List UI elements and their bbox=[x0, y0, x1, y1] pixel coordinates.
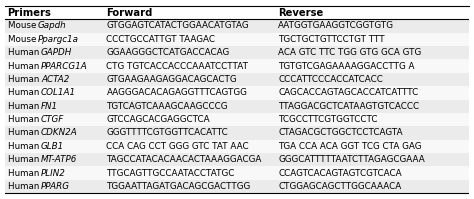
Bar bbox=[5, 73, 469, 86]
Bar bbox=[5, 126, 469, 140]
Text: GGGCATTTTTAATCTTAGAGCGAAA: GGGCATTTTTAATCTTAGAGCGAAA bbox=[278, 155, 425, 164]
Text: Human: Human bbox=[8, 182, 42, 191]
Text: AATGGTGAAGGTCGGTGTG: AATGGTGAAGGTCGGTGTG bbox=[278, 21, 394, 30]
Text: PLIN2: PLIN2 bbox=[41, 169, 66, 178]
Bar bbox=[5, 166, 469, 180]
Text: FN1: FN1 bbox=[41, 102, 58, 111]
Text: CDKN2A: CDKN2A bbox=[41, 128, 78, 138]
Text: Human: Human bbox=[8, 115, 42, 124]
Bar bbox=[5, 153, 469, 166]
Bar bbox=[5, 19, 469, 33]
Bar bbox=[5, 140, 469, 153]
Text: TGGAATTAGATGACAGCGACTTGG: TGGAATTAGATGACAGCGACTTGG bbox=[107, 182, 251, 191]
Text: GGGTTTTCGTGGTTCACATTC: GGGTTTTCGTGGTTCACATTC bbox=[107, 128, 228, 138]
Text: Gapdh: Gapdh bbox=[38, 21, 67, 30]
Text: PPARG: PPARG bbox=[41, 182, 70, 191]
Text: MT-ATP6: MT-ATP6 bbox=[41, 155, 77, 164]
Text: Human: Human bbox=[8, 75, 42, 84]
Text: PPARCG1A: PPARCG1A bbox=[41, 61, 88, 71]
Text: GTGGAGTCATACTGGAACATGTAG: GTGGAGTCATACTGGAACATGTAG bbox=[107, 21, 249, 30]
Text: CCAGTCACAGTAGTCGTCACA: CCAGTCACAGTAGTCGTCACA bbox=[278, 169, 402, 178]
Bar bbox=[5, 6, 469, 19]
Text: CTG TGTCACCACCCAAATCCTTAT: CTG TGTCACCACCCAAATCCTTAT bbox=[107, 61, 248, 71]
Text: CTGGAGCAGCTTGGCAAACA: CTGGAGCAGCTTGGCAAACA bbox=[278, 182, 401, 191]
Text: Human: Human bbox=[8, 102, 42, 111]
Text: TGTGTCGAGAAAAGGACCTTG A: TGTGTCGAGAAAAGGACCTTG A bbox=[278, 61, 415, 71]
Bar bbox=[5, 113, 469, 126]
Bar bbox=[5, 59, 469, 73]
Text: CTAGACGCTGGCTCCTCAGTA: CTAGACGCTGGCTCCTCAGTA bbox=[278, 128, 403, 138]
Text: Human: Human bbox=[8, 155, 42, 164]
Text: TTAGGACGCTCATAAGTGTCACCC: TTAGGACGCTCATAAGTGTCACCC bbox=[278, 102, 419, 111]
Bar bbox=[5, 33, 469, 46]
Text: TGA CCA ACA GGT TCG CTA GAG: TGA CCA ACA GGT TCG CTA GAG bbox=[278, 142, 422, 151]
Text: CTGF: CTGF bbox=[41, 115, 64, 124]
Text: TTGCAGTTGCCAATACCTATGC: TTGCAGTTGCCAATACCTATGC bbox=[107, 169, 235, 178]
Text: TAGCCATACACAACACTAAAGGACGA: TAGCCATACACAACACTAAAGGACGA bbox=[107, 155, 262, 164]
Text: AAGGGACACAGAGGTTTCAGTGG: AAGGGACACAGAGGTTTCAGTGG bbox=[107, 88, 247, 97]
Text: GAPDH: GAPDH bbox=[41, 48, 73, 57]
Text: Reverse: Reverse bbox=[278, 8, 324, 18]
Text: CCA CAG CCT GGG GTC TAT AAC: CCA CAG CCT GGG GTC TAT AAC bbox=[107, 142, 249, 151]
Text: Human: Human bbox=[8, 61, 42, 71]
Text: Human: Human bbox=[8, 128, 42, 138]
Text: Human: Human bbox=[8, 169, 42, 178]
Bar bbox=[5, 100, 469, 113]
Text: Forward: Forward bbox=[107, 8, 153, 18]
Bar bbox=[5, 46, 469, 59]
Text: Mouse: Mouse bbox=[8, 35, 39, 44]
Text: Human: Human bbox=[8, 142, 42, 151]
Bar bbox=[5, 180, 469, 193]
Text: TCGCCTTCGTGGTCCTC: TCGCCTTCGTGGTCCTC bbox=[278, 115, 378, 124]
Text: CAGCACCAGTAGCACCATCATTTC: CAGCACCAGTAGCACCATCATTTC bbox=[278, 88, 419, 97]
Bar bbox=[5, 86, 469, 100]
Text: GLB1: GLB1 bbox=[41, 142, 64, 151]
Text: CCCATTCCCACCATCACC: CCCATTCCCACCATCACC bbox=[278, 75, 383, 84]
Text: GTGAAGAAGAGGACAGCACTG: GTGAAGAAGAGGACAGCACTG bbox=[107, 75, 237, 84]
Text: Human: Human bbox=[8, 48, 42, 57]
Text: ACTA2: ACTA2 bbox=[41, 75, 69, 84]
Text: TGTCAGTCAAAGCAAGCCCG: TGTCAGTCAAAGCAAGCCCG bbox=[107, 102, 228, 111]
Text: Human: Human bbox=[8, 88, 42, 97]
Text: TGCTGCTGTTCCTGT TTT: TGCTGCTGTTCCTGT TTT bbox=[278, 35, 385, 44]
Text: GGAAGGGCTCATGACCACAG: GGAAGGGCTCATGACCACAG bbox=[107, 48, 230, 57]
Text: GTCCAGCACGAGGCTCA: GTCCAGCACGAGGCTCA bbox=[107, 115, 210, 124]
Text: Ppargc1a: Ppargc1a bbox=[38, 35, 79, 44]
Text: Primers: Primers bbox=[8, 8, 51, 18]
Text: ACA GTC TTC TGG GTG GCA GTG: ACA GTC TTC TGG GTG GCA GTG bbox=[278, 48, 421, 57]
Text: Mouse: Mouse bbox=[8, 21, 39, 30]
Text: COL1A1: COL1A1 bbox=[41, 88, 76, 97]
Text: CCCTGCCATTGT TAAGAC: CCCTGCCATTGT TAAGAC bbox=[107, 35, 216, 44]
